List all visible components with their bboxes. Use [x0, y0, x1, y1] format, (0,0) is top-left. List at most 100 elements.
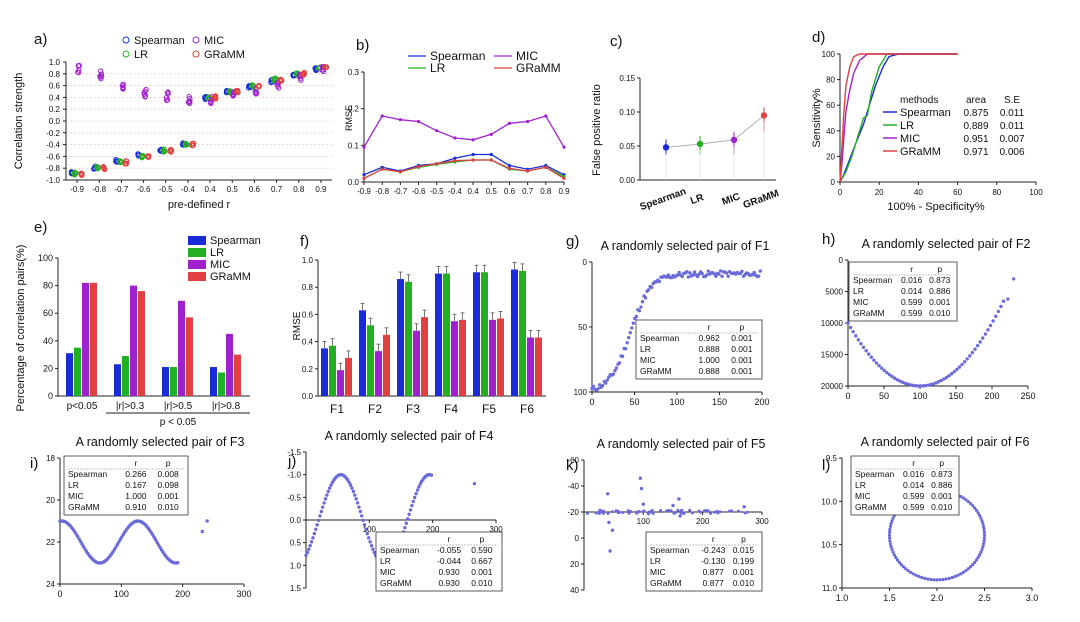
stats-table-cell: LR [855, 480, 866, 490]
data-point [981, 524, 986, 529]
data-point [489, 152, 493, 157]
data-point [720, 274, 724, 278]
stats-table-cell: r [708, 322, 711, 332]
data-point [271, 76, 277, 82]
bar-spearman [66, 353, 73, 396]
data-point [894, 555, 898, 560]
legend-label: LR [210, 247, 224, 259]
chart-title: A randomly selected pair of F1 [601, 239, 770, 253]
legend-se: 0.011 [1000, 108, 1025, 119]
data-point [688, 508, 692, 512]
data-point [651, 511, 655, 515]
panel-a: 1.0 0.8 0.6 0.4 0.2 0.0 -0.2 -0.4 -0.6 -0.8 -1.0 -0… [13, 35, 332, 211]
stats-table-cell: -0.130 [701, 556, 725, 566]
legend-label: MIC [210, 259, 230, 271]
y-tick-label: 0 [831, 178, 836, 187]
data-point [627, 335, 631, 340]
data-point [637, 309, 642, 313]
legend-label: GRaMM [516, 61, 561, 75]
panel-e: 0 20 40 60 80 100 Percentage of correlation pa… [15, 235, 261, 428]
data-point [959, 494, 963, 499]
x-tick-label: 0.8 [540, 187, 552, 196]
y-tick-label: 100 [822, 50, 836, 59]
data-point [679, 511, 683, 515]
x-tick-label: 200 [984, 391, 999, 401]
legend-header: area [966, 95, 986, 106]
data-point [904, 567, 908, 571]
series-line-spearman [363, 153, 565, 176]
data-point [640, 300, 645, 304]
data-point [435, 162, 439, 166]
data-point [916, 384, 920, 388]
legend-label: GRaMM [210, 271, 251, 283]
data-point [1001, 299, 1006, 303]
y-tick-label: 1.5 [290, 584, 302, 593]
data-point [112, 547, 117, 552]
data-point [981, 542, 986, 546]
data-point [888, 524, 893, 529]
data-point [901, 565, 906, 569]
data-point [403, 525, 407, 530]
chart-title: A randomly selected pair of F5 [597, 437, 766, 451]
legend-label: Spearman [134, 35, 185, 47]
stats-table-cell: MIC [855, 491, 871, 501]
data-point [205, 94, 211, 101]
data-point [892, 376, 897, 380]
y-tick-label: 0.4 [49, 93, 61, 102]
data-point [657, 279, 662, 284]
data-point [641, 502, 646, 506]
data-point [186, 99, 192, 105]
stats-table-cell: 0.001 [931, 491, 953, 501]
data-point [899, 563, 903, 567]
data-point [365, 531, 370, 536]
bar-gramm [459, 319, 466, 396]
data-point [952, 370, 956, 374]
stats-table-cell: LR [650, 556, 661, 566]
x-tick-label: 40 [914, 188, 923, 197]
data-point [982, 539, 986, 543]
bar-lr [367, 325, 374, 396]
stats-table-cell: -0.055 [437, 545, 461, 555]
legend-area: 0.889 [963, 121, 988, 132]
bar-mic [226, 333, 233, 396]
y-tick-label: 0.2 [348, 105, 360, 114]
data-point [625, 341, 629, 345]
panel-h: A randomly selected pair of F22000015000… [821, 237, 1036, 401]
x-tick-label: 1.5 [883, 593, 896, 603]
data-point [978, 513, 982, 518]
data-point [253, 91, 259, 97]
y-tick-label: 24 [46, 580, 55, 589]
x-tick-label: -0.9 [70, 185, 84, 194]
stats-table-cell: 0.930 [438, 578, 460, 588]
data-point [412, 495, 417, 500]
x-tick-label: 150 [948, 391, 963, 401]
panel-k: A randomly selected pair of F540200-20-4… [567, 437, 769, 595]
data-point [999, 304, 1003, 309]
stats-table-cell: 0.001 [731, 333, 753, 343]
data-point [647, 510, 651, 514]
y-tick-label: 9.5 [826, 454, 838, 463]
bar-mic [82, 282, 89, 396]
y-tick-label: -1.0 [46, 176, 60, 185]
data-point [620, 354, 625, 359]
x-tick-label: -0.9 [357, 187, 371, 196]
stats-table-cell: Spearman [650, 545, 689, 555]
data-point [71, 170, 78, 176]
chart-title: A randomly selected pair of F6 [861, 435, 1030, 449]
data-point [81, 544, 86, 549]
series-line-gramm [363, 159, 565, 179]
data-point [256, 82, 262, 89]
data-point [968, 565, 973, 569]
stats-table-cell: 0.001 [158, 491, 180, 501]
data-point [308, 543, 312, 548]
legend-label: GRaMM [900, 146, 941, 158]
data-point [631, 321, 636, 325]
data-point [322, 501, 326, 505]
panel-f: 0.0 0.2 0.4 0.6 0.8 1.0 RMSE F1 F2 F3 F4 F5 F6 [292, 256, 546, 416]
x-tick-label: 50 [629, 397, 639, 407]
panel-label-i: i) [30, 455, 38, 472]
data-point [472, 482, 477, 486]
data-point [368, 540, 372, 544]
stats-table-cell: p [739, 322, 744, 332]
data-point [926, 383, 931, 387]
